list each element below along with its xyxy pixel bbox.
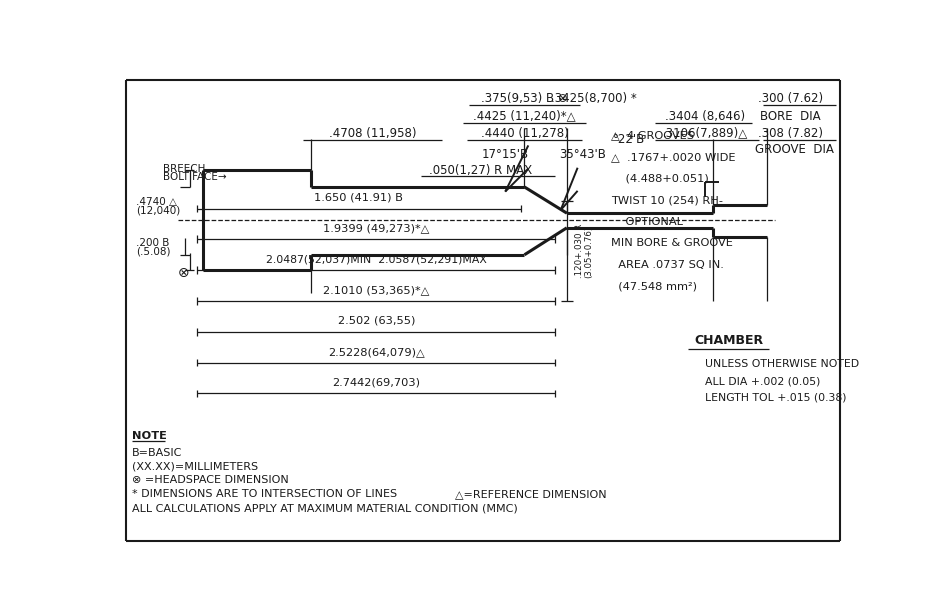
Text: ⊗: ⊗ bbox=[177, 266, 190, 280]
Text: .200 B: .200 B bbox=[136, 238, 169, 248]
Text: .3106(7,889)△: .3106(7,889)△ bbox=[663, 127, 748, 140]
Text: MIN BORE & GROOVE: MIN BORE & GROOVE bbox=[611, 238, 734, 248]
Text: 2.5228(64,079)△: 2.5228(64,079)△ bbox=[328, 347, 424, 357]
Text: °22'B: °22'B bbox=[613, 133, 645, 146]
Text: GROOVE  DIA: GROOVE DIA bbox=[754, 143, 834, 156]
Text: (XX.XX)=MILLIMETERS: (XX.XX)=MILLIMETERS bbox=[132, 461, 257, 472]
Text: BORE  DIA: BORE DIA bbox=[760, 109, 820, 122]
Text: .4740 △: .4740 △ bbox=[136, 197, 176, 207]
Text: 2.502 (63,55): 2.502 (63,55) bbox=[338, 316, 415, 326]
Text: △  .1767+.0020 WIDE: △ .1767+.0020 WIDE bbox=[611, 152, 736, 162]
Text: TWIST 10 (254) RH-: TWIST 10 (254) RH- bbox=[611, 195, 723, 205]
Text: .375(9,53) B ⊗: .375(9,53) B ⊗ bbox=[481, 92, 568, 105]
Text: .308 (7.82): .308 (7.82) bbox=[757, 127, 822, 140]
Text: (12,040): (12,040) bbox=[136, 206, 180, 216]
Text: (47.548 mm²): (47.548 mm²) bbox=[611, 281, 698, 292]
Text: △=REFERENCE DIMENSION: △=REFERENCE DIMENSION bbox=[455, 489, 606, 499]
Text: ALL CALCULATIONS APPLY AT MAXIMUM MATERIAL CONDITION (MMC): ALL CALCULATIONS APPLY AT MAXIMUM MATERI… bbox=[132, 503, 518, 513]
Text: BREECH: BREECH bbox=[162, 164, 205, 173]
Text: 2.7442(69,703): 2.7442(69,703) bbox=[332, 378, 421, 387]
Text: 1.650 (41.91) B: 1.650 (41.91) B bbox=[315, 192, 404, 203]
Text: CHAMBER: CHAMBER bbox=[694, 335, 763, 347]
Text: .3425(8,700) *: .3425(8,700) * bbox=[551, 92, 637, 105]
Text: △  4 GROOVES: △ 4 GROOVES bbox=[611, 130, 694, 140]
Text: 17°15'B: 17°15'B bbox=[482, 148, 529, 161]
Text: .3404 (8,646): .3404 (8,646) bbox=[666, 109, 746, 122]
Text: 2.1010 (53,365)*△: 2.1010 (53,365)*△ bbox=[323, 285, 429, 295]
Text: OPTIONAL: OPTIONAL bbox=[611, 216, 684, 227]
Text: BOLT FACE→: BOLT FACE→ bbox=[162, 172, 226, 182]
Text: .050(1,27) R MAX: .050(1,27) R MAX bbox=[429, 164, 532, 177]
Text: B=BASIC: B=BASIC bbox=[132, 448, 182, 458]
Text: 2.0487(52,037)MIN  2.0587(52,291)MAX: 2.0487(52,037)MIN 2.0587(52,291)MAX bbox=[266, 255, 487, 264]
Text: UNLESS OTHERWISE NOTED: UNLESS OTHERWISE NOTED bbox=[705, 359, 860, 369]
Text: .4440 (11,278): .4440 (11,278) bbox=[481, 127, 569, 140]
Text: ALL DIA +.002 (0.05): ALL DIA +.002 (0.05) bbox=[705, 376, 820, 386]
Text: ⊗ =HEADSPACE DIMENSION: ⊗ =HEADSPACE DIMENSION bbox=[132, 475, 289, 485]
Text: (.5.08): (.5.08) bbox=[136, 247, 170, 256]
Text: NOTE: NOTE bbox=[132, 430, 167, 441]
Text: .4425 (11,240)*△: .4425 (11,240)*△ bbox=[473, 109, 576, 122]
Text: 35°43'B: 35°43'B bbox=[559, 148, 605, 161]
Text: 1.9399 (49,273)*△: 1.9399 (49,273)*△ bbox=[323, 224, 429, 234]
Text: (4.488+0.051): (4.488+0.051) bbox=[611, 173, 709, 183]
Text: .4708 (11,958): .4708 (11,958) bbox=[329, 127, 417, 140]
Text: * DIMENSIONS ARE TO INTERSECTION OF LINES: * DIMENSIONS ARE TO INTERSECTION OF LINE… bbox=[132, 489, 397, 499]
Text: LENGTH TOL +.015 (0.38): LENGTH TOL +.015 (0.38) bbox=[705, 393, 847, 403]
Text: .300 (7.62): .300 (7.62) bbox=[757, 92, 822, 105]
Text: .120+.030 R
(3.05+0.76): .120+.030 R (3.05+0.76) bbox=[574, 224, 593, 278]
Text: AREA .0737 SQ IN.: AREA .0737 SQ IN. bbox=[611, 260, 724, 270]
